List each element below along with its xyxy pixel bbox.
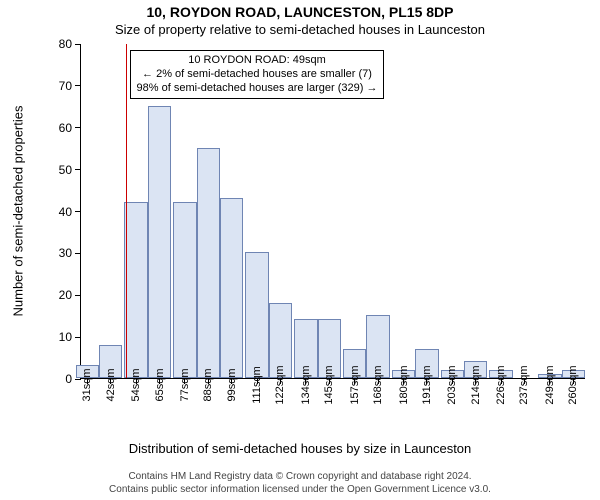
- y-tick-label: 40: [59, 205, 72, 219]
- y-axis-title: Number of semi-detached properties: [11, 106, 26, 317]
- histogram-bar: [197, 148, 220, 378]
- y-tick: [75, 253, 81, 254]
- y-tick-label: 20: [59, 288, 72, 302]
- x-tick-label: 111sqm: [251, 366, 263, 404]
- x-tick-label: 237sqm: [518, 365, 530, 404]
- y-tick-label: 80: [59, 37, 72, 51]
- annotation-line: 10 ROYDON ROAD: 49sqm: [137, 54, 378, 68]
- x-tick-label: 145sqm: [323, 365, 335, 404]
- y-tick-label: 50: [59, 163, 72, 177]
- y-tick: [75, 85, 81, 86]
- x-tick-label: 168sqm: [372, 365, 384, 404]
- x-tick-label: 65sqm: [154, 368, 166, 401]
- x-axis-title: Distribution of semi-detached houses by …: [0, 441, 600, 456]
- footer-attribution: Contains HM Land Registry data © Crown c…: [0, 471, 600, 496]
- x-tick-label: 249sqm: [544, 365, 556, 404]
- x-tick-label: 31sqm: [81, 368, 93, 401]
- footer-line-2: Contains public sector information licen…: [0, 484, 600, 497]
- histogram-bar: [220, 198, 243, 378]
- x-tick-label: 88sqm: [202, 368, 214, 401]
- y-tick-label: 0: [65, 372, 72, 386]
- x-tick-label: 191sqm: [421, 365, 433, 404]
- chart-container: 10, ROYDON ROAD, LAUNCESTON, PL15 8DP Si…: [0, 0, 600, 500]
- histogram-bar: [245, 252, 268, 378]
- histogram-bar: [148, 106, 171, 378]
- x-tick-label: 122sqm: [274, 365, 286, 404]
- chart-title: 10, ROYDON ROAD, LAUNCESTON, PL15 8DP: [0, 4, 600, 20]
- x-tick-label: 99sqm: [226, 368, 238, 401]
- y-tick-label: 10: [59, 330, 72, 344]
- y-tick-label: 70: [59, 79, 72, 93]
- y-tick: [75, 169, 81, 170]
- x-tick-label: 42sqm: [105, 368, 117, 401]
- histogram-bar: [124, 202, 147, 378]
- x-tick-label: 226sqm: [495, 365, 507, 404]
- footer-line-1: Contains HM Land Registry data © Crown c…: [0, 471, 600, 484]
- plot-area: 0102030405060708031sqm42sqm54sqm65sqm77s…: [80, 44, 585, 379]
- y-tick-label: 60: [59, 121, 72, 135]
- y-tick: [75, 295, 81, 296]
- x-tick-label: 260sqm: [567, 365, 579, 404]
- reference-line: [126, 44, 127, 378]
- y-tick: [75, 127, 81, 128]
- x-tick-label: 203sqm: [446, 365, 458, 404]
- x-tick-label: 77sqm: [179, 368, 191, 401]
- annotation-box: 10 ROYDON ROAD: 49sqm← 2% of semi-detach…: [130, 50, 385, 99]
- annotation-line: ← 2% of semi-detached houses are smaller…: [137, 68, 378, 82]
- y-tick: [75, 211, 81, 212]
- x-tick-label: 134sqm: [300, 365, 312, 404]
- x-tick-label: 54sqm: [130, 368, 142, 401]
- y-tick-label: 30: [59, 246, 72, 260]
- y-tick: [75, 337, 81, 338]
- histogram-bar: [173, 202, 196, 378]
- annotation-line: 98% of semi-detached houses are larger (…: [137, 82, 378, 96]
- chart-subtitle: Size of property relative to semi-detach…: [0, 22, 600, 37]
- x-tick-label: 180sqm: [398, 365, 410, 404]
- x-tick-label: 214sqm: [470, 365, 482, 404]
- x-tick-label: 157sqm: [349, 365, 361, 404]
- y-tick: [75, 44, 81, 45]
